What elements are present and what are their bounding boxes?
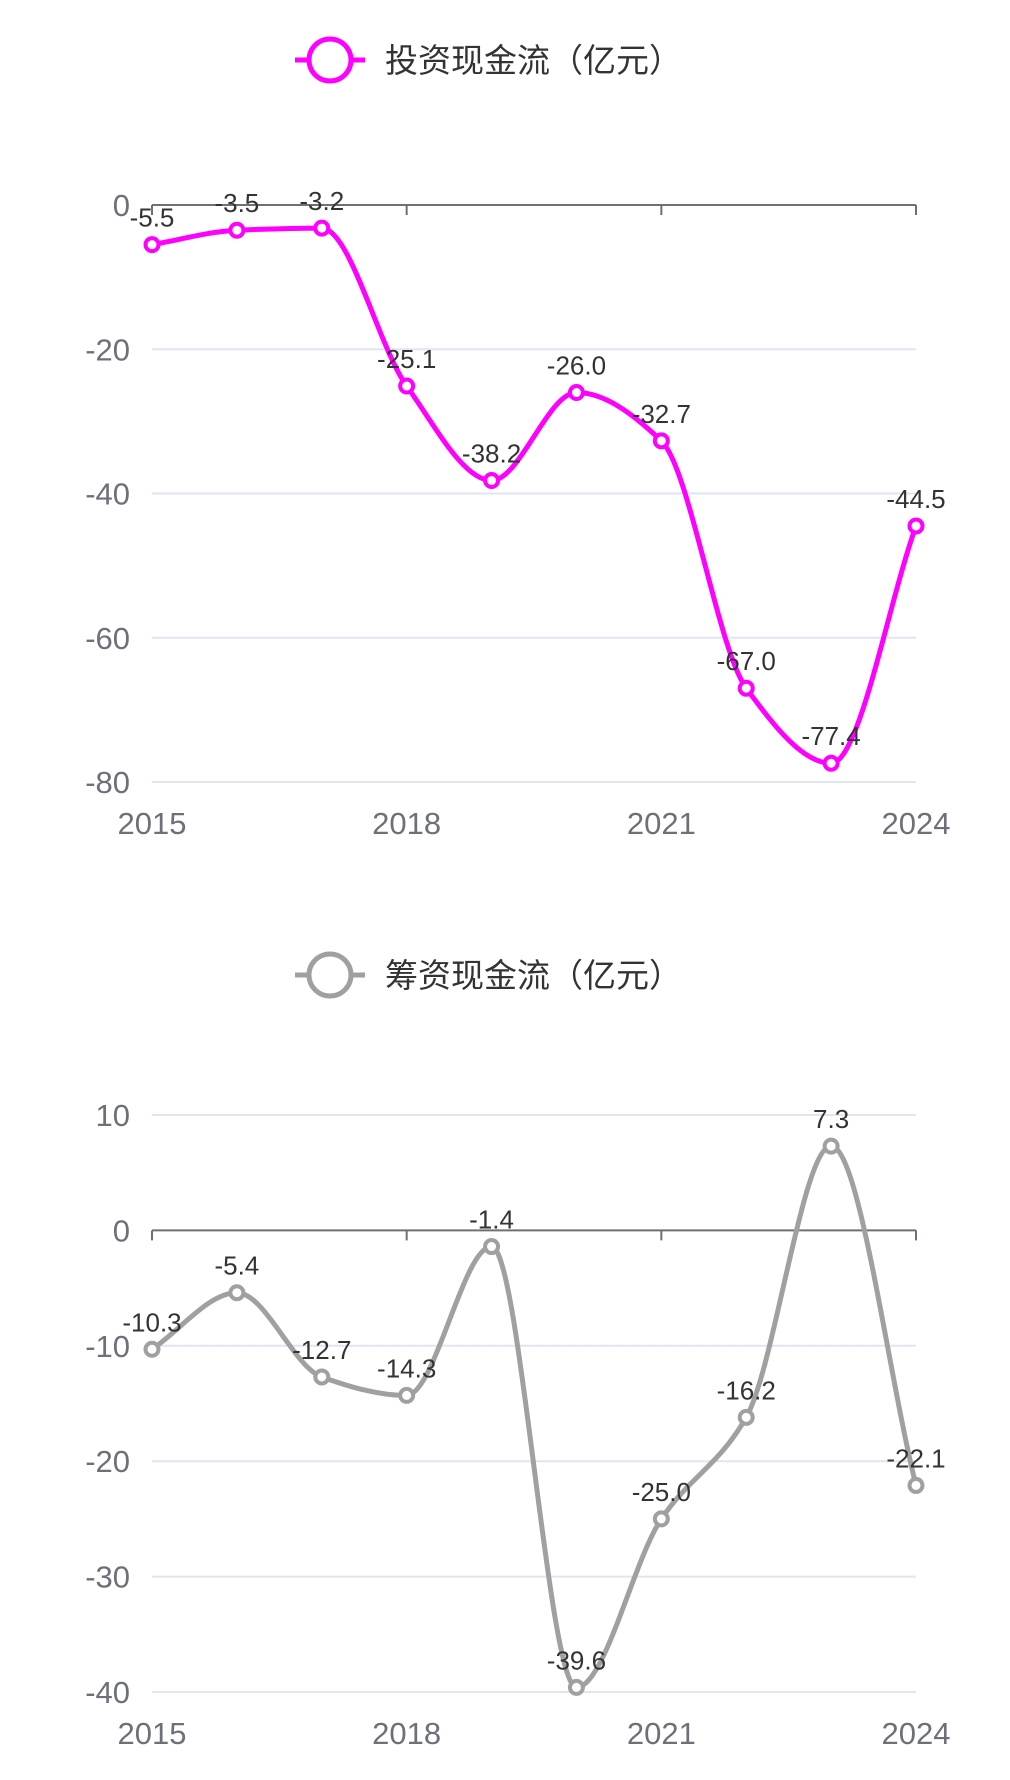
- data-label: -44.5: [886, 484, 945, 514]
- data-label: -32.7: [632, 399, 691, 429]
- data-point[interactable]: [143, 236, 161, 254]
- data-point[interactable]: [567, 384, 585, 402]
- y-tick-label: -10: [85, 1329, 130, 1364]
- data-label: -25.1: [377, 344, 436, 374]
- data-point[interactable]: [822, 1137, 840, 1155]
- data-label: -39.6: [547, 1645, 606, 1675]
- y-tick-label: 10: [96, 1098, 130, 1133]
- x-tick-label: 2024: [882, 806, 951, 841]
- data-point[interactable]: [822, 754, 840, 772]
- data-label: -26.0: [547, 351, 606, 381]
- legend-label: 投资现金流（亿元）: [385, 41, 682, 80]
- data-point[interactable]: [398, 1386, 416, 1404]
- x-tick-label: 2024: [882, 1716, 951, 1751]
- data-point[interactable]: [737, 1408, 755, 1426]
- x-tick-label: 2018: [372, 806, 441, 841]
- data-point[interactable]: [313, 1368, 331, 1386]
- data-point[interactable]: [652, 1510, 670, 1528]
- data-label: -3.2: [299, 186, 344, 216]
- chart-panel-2: 筹资现金流（亿元） 10 0 -10 -20 -30 -40 2015 2018 2021 2024…: [85, 951, 951, 1751]
- x-tick-label: 2021: [627, 806, 696, 841]
- x-tick-label: 2015: [118, 806, 187, 841]
- legend-circle-icon: [306, 36, 354, 84]
- y-tick-label: -30: [85, 1560, 130, 1595]
- y-tick-label: -80: [85, 765, 130, 800]
- y-tick-label: -40: [85, 1675, 130, 1710]
- x-tick-label: 2018: [372, 1716, 441, 1751]
- chart-panel-1: 投资现金流（亿元） 0 -20 -40 -60 -80 2015 2018 2021 2024 -5…: [85, 36, 951, 841]
- series-line: [151, 225, 919, 766]
- data-point[interactable]: [907, 517, 925, 535]
- y-tick-label: -20: [85, 1444, 130, 1479]
- y-tick-label: -40: [85, 477, 130, 512]
- data-point[interactable]: [228, 1284, 246, 1302]
- data-point[interactable]: [313, 219, 331, 237]
- data-label: -77.4: [801, 721, 860, 751]
- data-point[interactable]: [483, 472, 501, 490]
- data-label: -25.0: [632, 1477, 691, 1507]
- data-label: 7.3: [813, 1104, 849, 1134]
- data-point[interactable]: [398, 377, 416, 395]
- data-point[interactable]: [143, 1340, 161, 1358]
- legend-label: 筹资现金流（亿元）: [385, 956, 682, 995]
- y-tick-label: -60: [85, 621, 130, 656]
- y-tick-label: 0: [113, 1213, 130, 1248]
- data-label: -22.1: [886, 1443, 945, 1473]
- legend[interactable]: 筹资现金流（亿元）: [295, 951, 682, 999]
- data-label: -1.4: [469, 1205, 514, 1235]
- data-point[interactable]: [907, 1476, 925, 1494]
- data-point[interactable]: [652, 432, 670, 450]
- y-tick-label: -20: [85, 332, 130, 367]
- data-label: -12.7: [292, 1335, 351, 1365]
- legend-circle-icon: [306, 951, 354, 999]
- data-point[interactable]: [737, 679, 755, 697]
- x-tick-label: 2021: [627, 1716, 696, 1751]
- data-label: -5.5: [130, 203, 175, 233]
- data-point[interactable]: [567, 1678, 585, 1696]
- y-tick-label: 0: [113, 188, 130, 223]
- data-label: -3.5: [214, 188, 259, 218]
- data-label: -67.0: [717, 646, 776, 676]
- data-point[interactable]: [483, 1238, 501, 1256]
- data-point[interactable]: [228, 221, 246, 239]
- data-label: -16.2: [717, 1375, 776, 1405]
- data-label: -10.3: [122, 1307, 181, 1337]
- data-label: -14.3: [377, 1353, 436, 1383]
- x-tick-label: 2015: [118, 1716, 187, 1751]
- data-label: -38.2: [462, 439, 521, 469]
- legend[interactable]: 投资现金流（亿元）: [295, 36, 682, 84]
- data-label: -5.4: [214, 1251, 259, 1281]
- series-line: [150, 1143, 919, 1690]
